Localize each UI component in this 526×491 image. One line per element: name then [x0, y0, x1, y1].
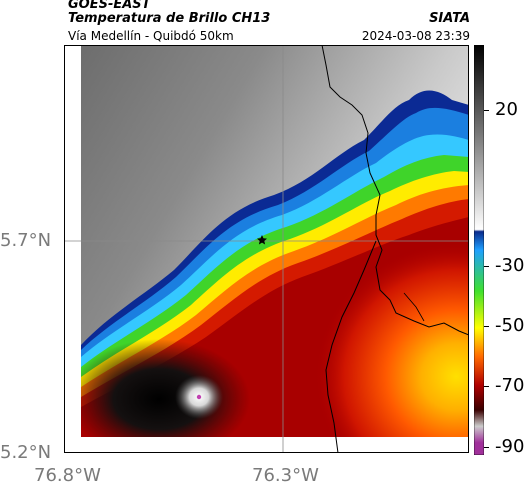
colorbar-tick-mark — [484, 386, 489, 387]
colorbar-tick-label: -70 — [495, 375, 525, 396]
lon-label-east: 76.3°W — [252, 465, 319, 486]
colorbar-tick-label: -90 — [495, 436, 525, 457]
product-title: Temperatura de Brillo CH13 — [68, 11, 271, 26]
lat-label-south: 5.2°N — [0, 442, 52, 463]
satellite-map — [64, 45, 469, 453]
satellite-title: GOES-EAST — [68, 0, 151, 12]
agency-label: SIATA — [429, 11, 470, 26]
colorbar — [474, 45, 484, 455]
lon-label-west: 76.8°W — [34, 465, 101, 486]
route-subtitle: Vía Medellín - Quibdó 50km — [68, 29, 234, 43]
colorbar-tick-label: -30 — [495, 255, 525, 276]
colorbar-tick-label: -50 — [495, 315, 525, 336]
star-icon — [257, 235, 267, 245]
datetime-label: 2024-03-08 23:39 — [361, 29, 470, 43]
colorbar-tick-mark — [484, 447, 489, 448]
lat-label-north: 5.7°N — [0, 230, 52, 251]
colorbar-tick-mark — [484, 266, 489, 267]
colorbar-tick-mark — [484, 326, 489, 327]
colorbar-tick-label: 20 — [495, 99, 518, 120]
colorbar-tick-mark — [484, 110, 489, 111]
